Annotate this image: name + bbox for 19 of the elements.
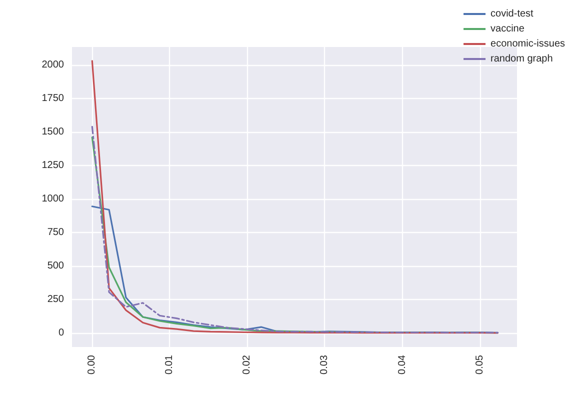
y-tick-label: 500 — [47, 260, 64, 272]
legend-label: economic-issues — [490, 38, 566, 50]
y-tick-label: 1250 — [42, 160, 64, 171]
x-tick-label: 0.01 — [164, 354, 176, 374]
y-tick-label: 250 — [47, 294, 64, 306]
x-tick-label: 0.02 — [242, 354, 253, 374]
x-tick-label: 0.03 — [319, 354, 330, 374]
legend-label: random graph — [490, 54, 553, 64]
legend-label: covid-test — [490, 8, 534, 20]
y-tick-label: 1000 — [42, 194, 64, 205]
y-tick-label: 1750 — [42, 92, 64, 104]
y-tick-label: 0 — [58, 328, 64, 339]
x-tick-label: 0.05 — [474, 354, 486, 374]
x-tick-label: 0.00 — [86, 354, 98, 374]
x-tick-label: 0.04 — [396, 354, 408, 374]
y-tick-label: 750 — [47, 227, 64, 238]
y-tick-label: 2000 — [42, 59, 64, 70]
y-tick-label: 1500 — [42, 126, 64, 138]
legend-label: vaccine — [490, 24, 525, 34]
